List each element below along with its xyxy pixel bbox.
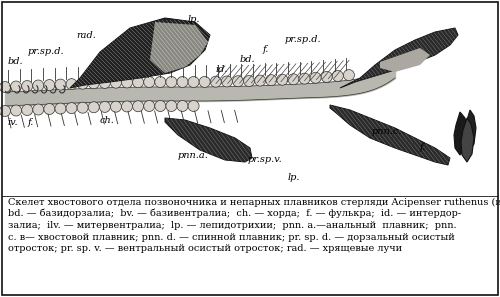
Text: rad.: rad.: [76, 31, 96, 40]
Text: pr.sp.d.: pr.sp.d.: [28, 47, 64, 56]
Ellipse shape: [44, 104, 55, 115]
Ellipse shape: [144, 77, 154, 88]
Ellipse shape: [199, 76, 210, 87]
Polygon shape: [165, 118, 252, 162]
Text: f.: f.: [263, 45, 270, 54]
Ellipse shape: [88, 102, 99, 113]
Text: pnn.c.: pnn.c.: [372, 127, 402, 136]
Ellipse shape: [288, 74, 299, 85]
Polygon shape: [70, 18, 210, 88]
PathPatch shape: [70, 18, 210, 88]
Ellipse shape: [33, 104, 44, 115]
Ellipse shape: [110, 77, 122, 88]
Ellipse shape: [44, 80, 55, 91]
Ellipse shape: [66, 79, 77, 90]
Ellipse shape: [166, 77, 177, 88]
Polygon shape: [380, 48, 430, 72]
Ellipse shape: [344, 69, 354, 80]
Text: bd.: bd.: [240, 55, 256, 64]
Polygon shape: [150, 22, 208, 73]
Ellipse shape: [188, 100, 199, 111]
Ellipse shape: [0, 81, 10, 92]
Ellipse shape: [22, 105, 32, 116]
Text: pr.sp.d.: pr.sp.d.: [285, 35, 322, 44]
Text: pnn.a.: pnn.a.: [178, 151, 209, 160]
Ellipse shape: [155, 100, 166, 111]
PathPatch shape: [340, 28, 458, 88]
Text: lp.: lp.: [288, 173, 300, 182]
Ellipse shape: [299, 73, 310, 84]
Ellipse shape: [166, 100, 177, 111]
Ellipse shape: [132, 77, 143, 88]
Text: id.: id.: [215, 65, 228, 74]
Ellipse shape: [122, 77, 132, 88]
Ellipse shape: [10, 81, 22, 92]
Text: Скелет хвостового отдела позвоночника и непарных плавников стерляди Acipenser ru: Скелет хвостового отдела позвоночника и …: [8, 198, 500, 207]
Ellipse shape: [232, 76, 243, 87]
Polygon shape: [454, 112, 468, 155]
Ellipse shape: [188, 77, 199, 88]
Ellipse shape: [77, 78, 88, 89]
Polygon shape: [465, 110, 476, 150]
Text: отросток; pr. sp. v. — вентральный осистый отросток; rad. — хрящевые лучи: отросток; pr. sp. v. — вентральный осист…: [8, 244, 402, 253]
Ellipse shape: [266, 75, 277, 86]
Text: lp.: lp.: [188, 15, 200, 24]
Ellipse shape: [33, 80, 44, 91]
Ellipse shape: [122, 101, 132, 112]
Text: bd. — базидорзалиа;  bv. — базивентралиа;  ch. — хорда;  f. — фулькра;  id. — ин: bd. — базидорзалиа; bv. — базивентралиа;…: [8, 209, 461, 219]
Polygon shape: [340, 28, 458, 88]
Ellipse shape: [100, 101, 110, 112]
Ellipse shape: [77, 102, 88, 113]
Text: f.: f.: [28, 118, 34, 127]
Ellipse shape: [55, 79, 66, 90]
Ellipse shape: [100, 78, 110, 89]
Polygon shape: [461, 118, 474, 162]
Ellipse shape: [222, 76, 232, 87]
Ellipse shape: [66, 103, 77, 114]
PathPatch shape: [330, 105, 450, 165]
Ellipse shape: [310, 72, 321, 83]
Ellipse shape: [254, 75, 266, 86]
Ellipse shape: [210, 76, 222, 87]
Text: pr.sp.v.: pr.sp.v.: [248, 155, 283, 164]
Ellipse shape: [177, 77, 188, 88]
Ellipse shape: [110, 101, 122, 112]
Ellipse shape: [55, 103, 66, 114]
Ellipse shape: [144, 100, 154, 111]
PathPatch shape: [150, 22, 208, 73]
Ellipse shape: [0, 105, 10, 116]
Ellipse shape: [10, 105, 22, 116]
Text: iv.: iv.: [8, 118, 18, 127]
Ellipse shape: [177, 100, 188, 111]
Ellipse shape: [132, 101, 143, 112]
Text: f.: f.: [420, 143, 426, 152]
Ellipse shape: [88, 78, 99, 89]
Text: залиа;  ilv. — митервентралиа;  lp. — лепидотрихии;  pnn. a.—анальный  плавник; : залиа; ilv. — митервентралиа; lp. — лепи…: [8, 221, 456, 230]
Ellipse shape: [332, 70, 344, 81]
Ellipse shape: [277, 74, 288, 85]
Text: ch.: ch.: [100, 116, 115, 125]
Ellipse shape: [155, 77, 166, 88]
Text: c. в— хвостовой плавник; pnn. d. — спинной плавник; pr. sp. d. — дорзальный осис: c. в— хвостовой плавник; pnn. d. — спинн…: [8, 233, 455, 241]
Ellipse shape: [244, 75, 254, 86]
PathPatch shape: [165, 118, 252, 162]
Ellipse shape: [321, 71, 332, 82]
Ellipse shape: [22, 80, 32, 91]
Text: bd.: bd.: [8, 57, 24, 66]
Polygon shape: [330, 105, 450, 165]
